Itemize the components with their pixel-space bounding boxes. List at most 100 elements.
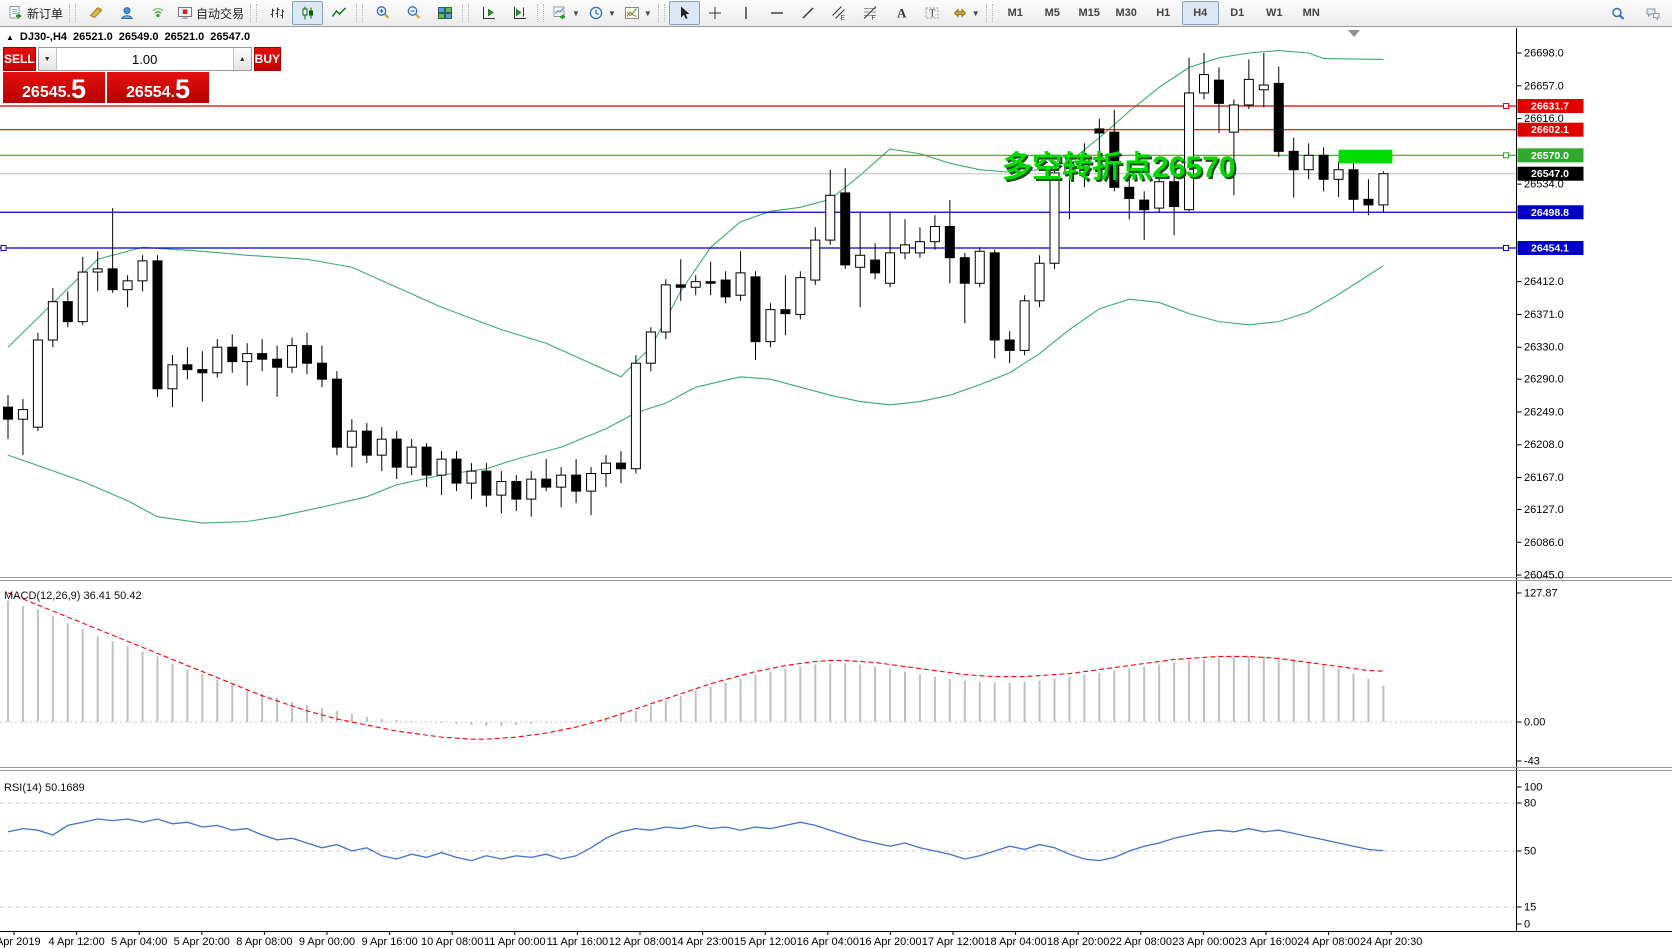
rsi-tick-label: 0 [1524,919,1530,931]
svg-text:A: A [897,6,907,21]
new-chart-button[interactable]: ▼ [548,1,584,25]
ohlc-close: 26547.0 [210,31,251,43]
svg-text:26631.7: 26631.7 [1531,101,1569,113]
signals-icon [152,8,164,18]
timeframe-m5-button[interactable]: M5 [1044,7,1060,19]
ohlc-low: 26521.0 [164,31,205,43]
price-badge-26602.1 [1517,122,1584,137]
tile-windows-button[interactable] [429,1,460,25]
timeframe-mn-button[interactable]: MN [1302,7,1320,19]
indicators-button[interactable]: ▼ [620,1,656,25]
crosshair-icon [709,7,722,19]
toolbar-separator [537,4,545,22]
clock-icon [589,6,603,20]
collapse-panel-marker[interactable]: ▲ [6,32,14,42]
chevron-down-icon[interactable]: ▼ [607,8,616,18]
auto-scroll-button[interactable] [473,1,504,25]
horizontal-line-button[interactable] [762,1,793,25]
text-label-button[interactable]: T [917,1,948,25]
time-tick-label: 17 Apr 12:00 [922,936,984,948]
time-tick-label: 11 Apr 16:00 [547,936,609,948]
bollinger-lower-band [7,265,1384,524]
price-tick-label: 26127.0 [1524,504,1564,516]
autotrading-button[interactable]: 自动交易 [173,1,248,25]
volume-increase-button[interactable]: ▲ [232,48,251,70]
timeframe-m30-button[interactable]: M30 [1115,7,1137,19]
vertical-line-icon [745,7,747,19]
chat-button[interactable] [1637,2,1668,26]
svg-text:26454.1: 26454.1 [1531,242,1569,254]
volume-stepper: ▼ ▲ [37,47,252,71]
timeframe-h1-button[interactable]: H1 [1156,7,1171,19]
sell-price[interactable]: 26545. 5 [3,72,105,103]
price-tick-label: 26534.0 [1524,179,1564,191]
ohlc-high: 26549.0 [118,31,159,43]
toolbar-separator [356,4,364,22]
chart-window[interactable]: 多空转折点26570 多空转折点26570 26698.0 26657.0 26616.… [0,28,1672,948]
line-handle[interactable] [1503,244,1509,251]
fibonacci-button[interactable]: F [855,1,886,25]
profiles-button[interactable]: ▼ [584,1,620,25]
volume-decrease-button[interactable]: ▼ [38,48,57,70]
price-tick-label: 26167.0 [1524,472,1564,484]
timeframe-h4-button[interactable]: H4 [1181,1,1219,25]
chart-shift-button[interactable] [504,1,535,25]
zoom-out-button[interactable] [398,1,429,25]
vertical-line-button[interactable] [731,1,762,25]
chart-canvas[interactable]: 多空转折点26570多空转折点2657026698.026657.026616.… [0,28,1672,948]
search-button[interactable] [1602,2,1633,26]
toolbar-separator [69,4,77,22]
time-tick-label: 22 Apr 08:00 [1110,936,1172,948]
community-button[interactable] [111,1,142,25]
toolbar-separator [657,4,665,22]
time-tick-label: 5 Apr 20:00 [174,936,230,948]
zoom-in-button[interactable] [367,1,398,25]
price-tick-label: 26045.0 [1524,570,1564,582]
scroll-marker-icon[interactable] [1348,30,1360,37]
line-handle[interactable] [1503,152,1509,159]
line-chart-button[interactable] [323,1,354,25]
new-order-button[interactable]: 新订单 [4,1,67,25]
channel-button[interactable]: E [824,1,855,25]
time-tick-label: 4 Apr 12:00 [48,936,104,948]
svg-text:26498.8: 26498.8 [1531,207,1569,219]
svg-text:F: F [872,15,876,21]
metaeditor-button[interactable] [80,1,111,25]
cursor-button[interactable] [668,1,700,25]
candlestick-button[interactable] [292,1,324,25]
sell-button[interactable]: SELL [3,47,36,71]
cursor-icon [681,6,690,19]
timeframe-m15-button[interactable]: M15 [1078,7,1100,19]
buy-price[interactable]: 26554. 5 [107,72,209,103]
bar-chart-button[interactable] [261,1,292,25]
time-tick-label: 15 Apr 12:00 [734,936,796,948]
line-handle[interactable] [1503,103,1509,110]
price-tick-label: 26616.0 [1524,113,1564,125]
annotation-text[interactable]: 多空转折点26570 [1002,151,1235,184]
chevron-down-icon[interactable]: ▼ [971,8,980,18]
macd-tick-label: 127.87 [1524,588,1558,600]
price-tick-label: 26249.0 [1524,406,1564,418]
line-handle[interactable] [0,244,7,251]
new-order-button-label: 新订单 [27,6,64,21]
buy-button[interactable]: BUY [253,47,282,71]
price-tick-label: 26086.0 [1524,537,1564,549]
volume-input[interactable] [56,48,233,70]
time-tick-label: 24 Apr 08:00 [1297,936,1359,948]
text-button[interactable]: A [886,1,917,25]
toolbar: 新订单 自动交易 ▼ ▼ ▼ E F A T ▼ M1 M5 M15 M30 H1 H4 D1 W1 MN [0,0,1672,27]
signals-button[interactable] [142,1,173,25]
crosshair-button[interactable] [700,1,731,25]
chevron-down-icon[interactable]: ▼ [572,8,580,18]
price-tick-label: 26290.0 [1524,374,1564,386]
macd-histogram [7,600,1385,727]
chart-shift-icon [513,7,526,19]
rsi-tick-label: 100 [1524,782,1542,794]
timeframe-m1-button[interactable]: M1 [1007,7,1023,19]
timeframe-w1-button[interactable]: W1 [1265,7,1283,19]
trendline-button[interactable] [793,1,824,25]
shapes-button[interactable]: ▼ [948,1,984,25]
highlight-rectangle[interactable] [1338,149,1393,164]
chevron-down-icon[interactable]: ▼ [643,8,652,18]
timeframe-d1-button[interactable]: D1 [1230,7,1245,19]
